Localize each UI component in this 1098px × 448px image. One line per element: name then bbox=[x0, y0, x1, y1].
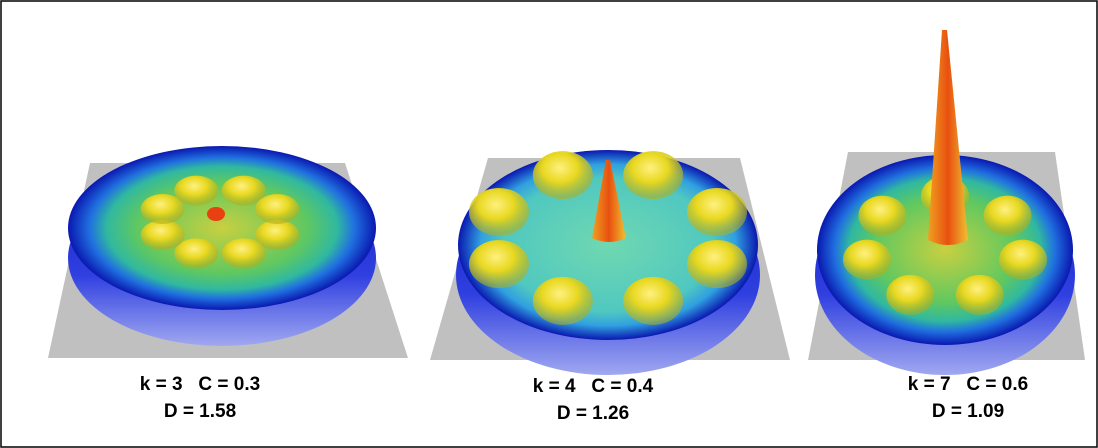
peak bbox=[255, 194, 299, 224]
peak bbox=[174, 176, 218, 206]
disc-surface bbox=[68, 146, 376, 310]
caption-dimension: D = 1.26 bbox=[557, 403, 629, 424]
peak bbox=[141, 220, 185, 250]
caption-dimension: D = 1.09 bbox=[932, 401, 1004, 422]
peak bbox=[469, 240, 529, 288]
peak bbox=[984, 196, 1032, 236]
caption-parameters: k = 7 C = 0.6 bbox=[908, 374, 1028, 395]
caption-parameters: k = 3 C = 0.3 bbox=[140, 374, 260, 395]
caption-parameters: k = 4 C = 0.4 bbox=[533, 376, 654, 397]
peak bbox=[533, 151, 593, 199]
peak bbox=[886, 275, 934, 315]
peak bbox=[956, 275, 1004, 315]
peak bbox=[533, 277, 593, 325]
peak bbox=[858, 196, 906, 236]
peak bbox=[469, 188, 529, 236]
caption-dimension: D = 1.58 bbox=[164, 401, 236, 422]
peak bbox=[623, 151, 683, 199]
peak bbox=[999, 240, 1047, 280]
peak bbox=[843, 240, 891, 280]
peak bbox=[687, 188, 747, 236]
peak bbox=[623, 277, 683, 325]
peak bbox=[222, 238, 266, 268]
figure: k = 3 C = 0.3 D = 1.58 k = 4 C = 0.4 D =… bbox=[0, 0, 1098, 448]
peak bbox=[687, 240, 747, 288]
center-peak bbox=[207, 207, 225, 221]
